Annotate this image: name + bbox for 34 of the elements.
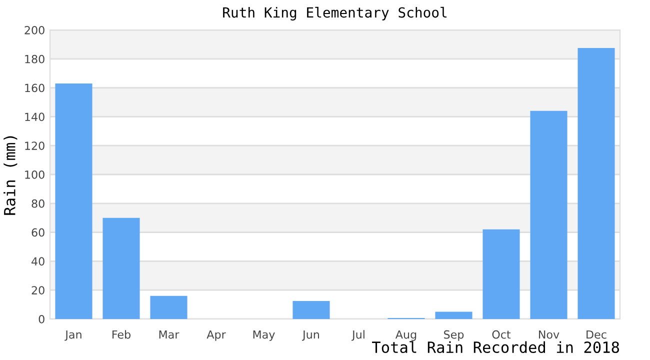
bar [482,229,520,319]
x-tick-label: May [253,330,275,341]
y-tick-label: 180 [25,54,44,64]
bar [55,83,92,319]
y-tick-label: 100 [25,170,44,179]
y-tick-label: 0 [38,314,44,324]
x-tick-label: Jan [64,330,82,341]
x-tick-label: Dec [586,330,606,339]
x-tick-label: Feb [112,330,130,339]
y-tick-label: 40 [32,257,44,266]
bar [530,110,568,319]
x-tick-label: Apr [206,330,226,341]
bar [435,312,472,319]
x-tick-label: Oct [492,330,511,339]
y-tick-label: 120 [25,142,44,150]
bar [292,300,330,319]
y-tick-label: 140 [25,112,44,122]
bar [578,48,615,319]
x-tick-label: Nov [538,330,560,339]
bar [150,296,188,319]
x-tick-label: Jul [351,330,364,341]
y-tick-label: 80 [32,199,44,208]
x-tick-label: Sep [444,330,464,341]
x-axis-title: Total Rain Recorded in 2018 [372,341,620,354]
y-tick-label: 60 [32,228,44,237]
x-tick-label: Mar [159,330,180,339]
y-tick-label: 200 [24,26,44,34]
chart-title: Ruth King Elementary School [223,6,447,20]
y-tick-label: 20 [32,286,44,294]
bar [102,218,140,319]
x-tick-label: Jun [302,330,319,341]
x-tick-label: Aug [395,330,416,341]
y-axis-title: Rain (mm) [4,136,18,215]
y-tick-label: 160 [25,84,44,92]
